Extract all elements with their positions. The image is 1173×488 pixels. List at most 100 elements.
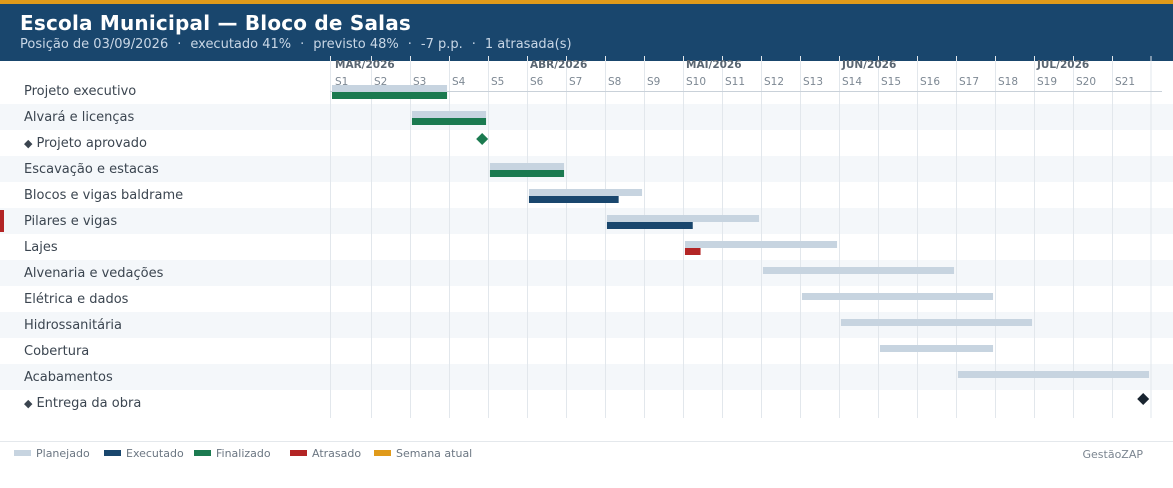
legend-label: Atrasado — [312, 447, 362, 460]
late-count: 1 atrasada(s) — [484, 37, 572, 52]
planned-bar[interactable] — [879, 345, 994, 352]
status-summary: Posição de 03/09/2026 · executado 41% · prev… — [20, 37, 572, 52]
task-name: Lajes — [24, 240, 58, 255]
task-label: Lajes — [24, 240, 58, 255]
task-label: Elétrica e dados — [24, 292, 128, 307]
task-row[interactable]: Projeto executivo — [0, 78, 330, 104]
legend-label: Semana atual — [396, 447, 473, 460]
task-label: Hidrossanitária — [24, 318, 122, 333]
executed-bar[interactable] — [606, 222, 693, 229]
task-row[interactable]: Acabamentos — [0, 364, 330, 390]
legend: Planejado Executado Finalizado Atrasado Sema… — [14, 447, 1159, 463]
milestone-diamond[interactable] — [476, 133, 489, 145]
legend-swatch — [374, 450, 391, 456]
separator: · — [177, 37, 182, 52]
legend-item: Finalizado — [194, 447, 271, 460]
task-row[interactable]: Alvenaria e vedações — [0, 260, 330, 286]
planned-bar[interactable] — [957, 371, 1150, 378]
position-date: Posição de 03/09/2026 — [20, 37, 169, 52]
week-label: S11 — [725, 76, 745, 88]
task-name: Cobertura — [24, 344, 90, 359]
month-label: MAI/2026 — [686, 59, 742, 71]
separator: · — [407, 37, 412, 52]
planned-bar[interactable] — [528, 189, 643, 196]
task-row[interactable]: ◆ Projeto aprovado — [0, 130, 330, 156]
planned-bar[interactable] — [762, 267, 955, 274]
task-name: Acabamentos — [24, 370, 113, 385]
separator: · — [471, 37, 476, 52]
task-label: Projeto executivo — [24, 84, 136, 99]
week-label: S10 — [686, 76, 706, 88]
legend-swatch — [14, 450, 31, 456]
milestone-diamond[interactable] — [1137, 393, 1150, 405]
task-row[interactable]: Hidrossanitária — [0, 312, 330, 338]
task-name: Blocos e vigas baldrame — [24, 188, 184, 203]
footer-divider — [0, 441, 1173, 442]
header-bar: Escola Municipal — Bloco de Salas Posiçã… — [0, 0, 1173, 61]
executed-bar[interactable] — [528, 196, 619, 203]
week-label: S17 — [959, 76, 979, 88]
planned-bar[interactable] — [684, 241, 838, 248]
diamond-icon: ◆ — [24, 397, 33, 410]
task-name: Elétrica e dados — [24, 292, 129, 307]
task-label: ◆ Entrega da obra — [24, 396, 141, 411]
task-row[interactable]: Lajes — [0, 234, 330, 260]
task-label: ◆ Projeto aprovado — [24, 136, 147, 151]
task-name: Projeto executivo — [24, 84, 137, 99]
legend-label: Executado — [126, 447, 184, 460]
row-stripe — [330, 260, 1173, 286]
task-row[interactable]: Pilares e vigas — [0, 208, 330, 234]
task-row[interactable]: Escavação e estacas — [0, 156, 330, 182]
row-stripe — [330, 312, 1173, 338]
week-label: S5 — [491, 76, 504, 88]
task-row[interactable]: Alvará e licenças — [0, 104, 330, 130]
legend-label: Finalizado — [216, 447, 271, 460]
legend-label: Planejado — [36, 447, 90, 460]
executed-percent: executado 41% — [190, 37, 292, 52]
task-row[interactable]: ◆ Entrega da obra — [0, 390, 330, 416]
task-row[interactable]: Blocos e vigas baldrame — [0, 182, 330, 208]
separator: · — [300, 37, 305, 52]
week-label: S20 — [1076, 76, 1096, 88]
task-name: Alvará e licenças — [24, 110, 135, 125]
planned-bar[interactable] — [606, 215, 760, 222]
task-name: Pilares e vigas — [24, 214, 118, 229]
task-name: Hidrossanitária — [24, 318, 123, 333]
planned-bar[interactable] — [489, 163, 565, 170]
task-name: Entrega da obra — [36, 396, 142, 411]
week-label: S4 — [452, 76, 466, 88]
legend-item: Executado — [104, 447, 184, 460]
executed-bar[interactable] — [332, 92, 448, 99]
week-label: S6 — [530, 76, 544, 88]
diamond-icon: ◆ — [24, 137, 33, 150]
executed-bar[interactable] — [684, 248, 701, 255]
week-label: S15 — [881, 76, 901, 88]
planned-bar[interactable] — [840, 319, 1033, 326]
week-label: S19 — [1037, 76, 1057, 88]
legend-swatch — [194, 450, 211, 456]
task-row[interactable]: Cobertura — [0, 338, 330, 364]
week-label: S13 — [803, 76, 823, 88]
task-list: Projeto executivo Alvará e licenças ◆ Proje… — [0, 78, 330, 416]
task-name: Escavação e estacas — [24, 162, 159, 177]
week-label: S9 — [647, 76, 660, 88]
late-indicator — [0, 210, 4, 232]
legend-swatch — [104, 450, 121, 456]
task-name: Projeto aprovado — [36, 136, 147, 151]
task-row[interactable]: Elétrica e dados — [0, 286, 330, 312]
brand-label: GestãoZAP — [1082, 448, 1144, 461]
week-label: S12 — [764, 76, 784, 88]
week-label: S14 — [842, 76, 862, 88]
executed-bar[interactable] — [489, 170, 565, 177]
planned-bar[interactable] — [411, 111, 487, 118]
week-label: S16 — [920, 76, 940, 88]
page-title: Escola Municipal — Bloco de Salas — [20, 11, 412, 35]
delta-points: -7 p.p. — [420, 37, 463, 52]
executed-bar[interactable] — [411, 118, 487, 125]
planned-bar[interactable] — [801, 293, 994, 300]
legend-item: Semana atual — [374, 447, 472, 460]
month-label: JUN/2026 — [841, 59, 896, 71]
task-label: Cobertura — [24, 344, 89, 359]
planned-bar[interactable] — [332, 85, 448, 92]
task-label: Alvará e licenças — [24, 110, 134, 125]
